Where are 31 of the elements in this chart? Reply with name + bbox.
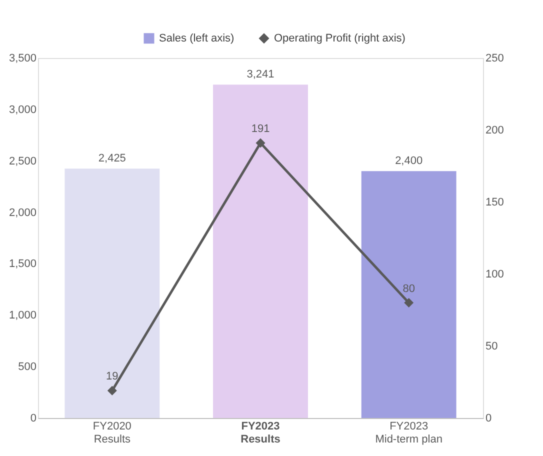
bar — [64, 168, 160, 418]
data-label: 2,400 — [395, 155, 423, 168]
point — [404, 298, 414, 308]
data-label: 191 — [251, 122, 270, 135]
data-label: 3,241 — [246, 68, 274, 81]
y-tick-label: 3,000 — [8, 104, 36, 116]
y-tick-label: 2,000 — [8, 206, 36, 219]
data-label: 19 — [106, 370, 118, 383]
point — [107, 386, 117, 396]
legend-label: Operating Profit (right axis) — [274, 32, 406, 44]
y-tick-label: 500 — [18, 361, 36, 374]
x-tick-label: FY2023 Mid-term plan — [375, 420, 442, 446]
point — [256, 138, 266, 148]
y-tick-label: 2,500 — [8, 155, 36, 168]
data-label: 80 — [402, 282, 415, 295]
data-label: 2,425 — [98, 152, 126, 165]
legend-label: Sales (left axis) — [159, 32, 234, 44]
y2-tick-label: 200 — [486, 124, 504, 136]
y2-tick-label: 150 — [486, 196, 504, 208]
y-tick-label: 3,500 — [8, 52, 36, 64]
bar — [213, 84, 308, 418]
y-tick-label: 1,500 — [8, 258, 36, 270]
y2-tick-label: 50 — [486, 340, 498, 352]
y-tick-label: 0 — [30, 412, 36, 424]
y2-tick-label: 250 — [486, 52, 504, 64]
x-tick-label: FY2020 Results — [92, 420, 132, 446]
x-tick-label: FY2023 Results — [240, 420, 280, 446]
y-tick-label: 1,000 — [8, 310, 36, 322]
y2-tick-label: 100 — [486, 268, 504, 280]
y2-tick-label: 0 — [486, 412, 492, 424]
bar — [361, 171, 456, 418]
